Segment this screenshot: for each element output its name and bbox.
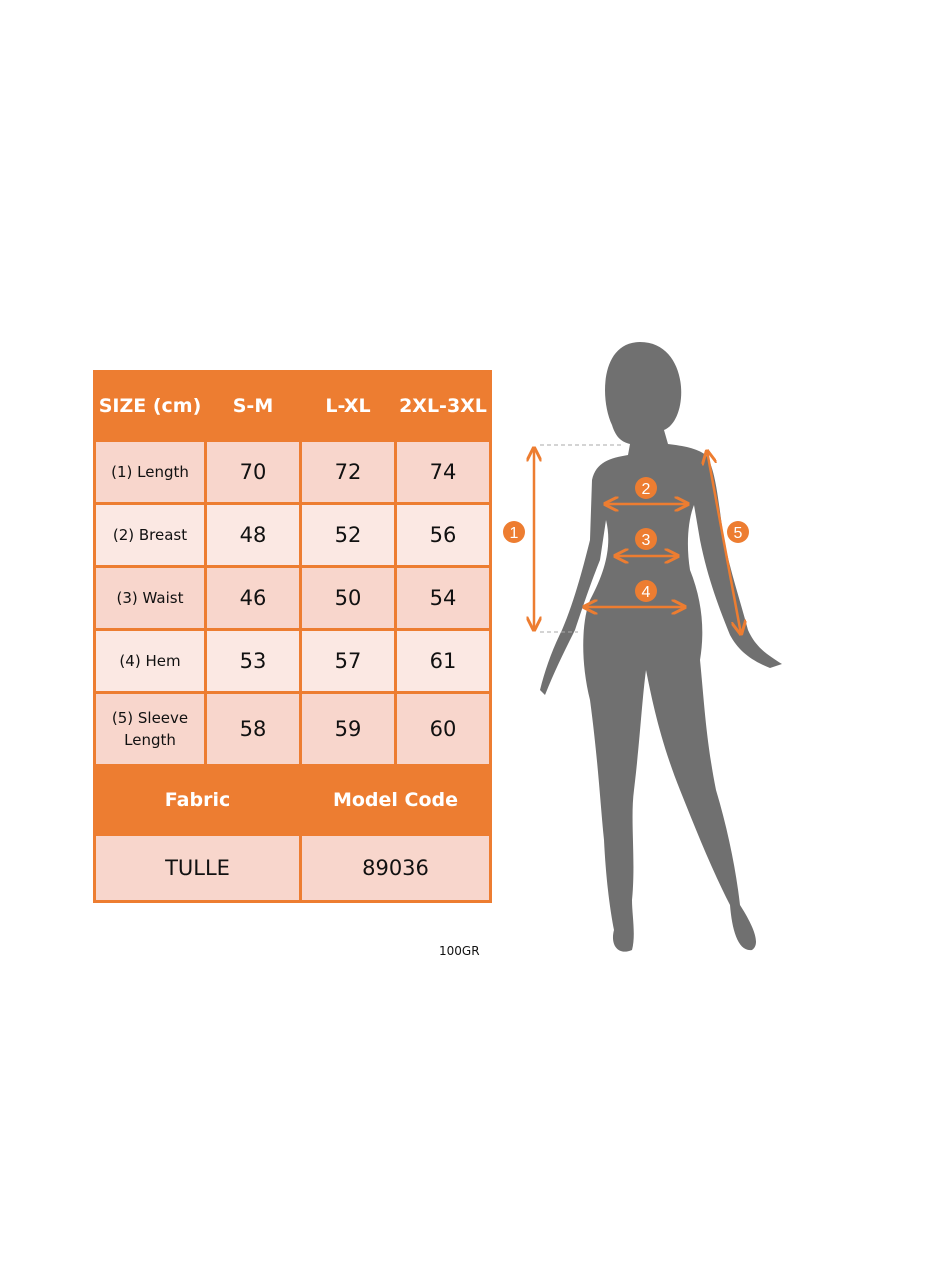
- cell: 50: [299, 565, 397, 631]
- marker-1: 1: [503, 521, 525, 543]
- header-size: SIZE (cm): [93, 370, 207, 442]
- marker-3: 3: [635, 528, 657, 550]
- measurement-lines: [534, 444, 741, 634]
- cell: 60: [394, 691, 492, 767]
- info-header-row: Fabric Model Code: [93, 764, 492, 836]
- size-chart-table: SIZE (cm) S-M L-XL 2XL-3XL (1) Length 70…: [93, 370, 492, 903]
- table-row: (1) Length 70 72 74: [93, 439, 492, 505]
- header-fabric: Fabric: [93, 764, 302, 836]
- cell: 61: [394, 628, 492, 694]
- marker-4: 4: [635, 580, 657, 602]
- cell: 52: [299, 502, 397, 568]
- svg-text:5: 5: [734, 525, 743, 542]
- table-row: (5) Sleeve Length 58 59 60: [93, 691, 492, 767]
- info-value-row: TULLE 89036: [93, 833, 492, 903]
- cell: 58: [204, 691, 302, 767]
- cell: 56: [394, 502, 492, 568]
- cell: 57: [299, 628, 397, 694]
- svg-text:2: 2: [642, 481, 651, 498]
- row-label: (2) Breast: [93, 502, 207, 568]
- header-s-m: S-M: [204, 370, 302, 442]
- cell: 54: [394, 565, 492, 631]
- row-label: (1) Length: [93, 439, 207, 505]
- svg-text:1: 1: [510, 525, 519, 542]
- cell: 74: [394, 439, 492, 505]
- row-label: (4) Hem: [93, 628, 207, 694]
- svg-text:4: 4: [642, 584, 651, 601]
- row-label: (3) Waist: [93, 565, 207, 631]
- marker-2: 2: [635, 477, 657, 499]
- header-l-xl: L-XL: [299, 370, 397, 442]
- row-label: (5) Sleeve Length: [93, 691, 207, 767]
- header-model-code: Model Code: [299, 764, 492, 836]
- fabric-value: TULLE: [93, 833, 302, 903]
- marker-5: 5: [727, 521, 749, 543]
- model-code-value: 89036: [299, 833, 492, 903]
- cell: 59: [299, 691, 397, 767]
- table-row: (2) Breast 48 52 56: [93, 502, 492, 568]
- cell: 48: [204, 502, 302, 568]
- cell: 53: [204, 628, 302, 694]
- header-2xl-3xl: 2XL-3XL: [394, 370, 492, 442]
- table-row: (3) Waist 46 50 54: [93, 565, 492, 631]
- woman-silhouette: [540, 342, 782, 952]
- weight-label: 100GR: [439, 944, 480, 958]
- cell: 72: [299, 439, 397, 505]
- cell: 46: [204, 565, 302, 631]
- size-header-row: SIZE (cm) S-M L-XL 2XL-3XL: [93, 370, 492, 442]
- cell: 70: [204, 439, 302, 505]
- table-row: (4) Hem 53 57 61: [93, 628, 492, 694]
- svg-text:3: 3: [642, 532, 651, 549]
